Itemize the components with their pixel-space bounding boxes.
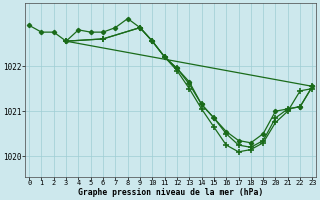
- X-axis label: Graphe pression niveau de la mer (hPa): Graphe pression niveau de la mer (hPa): [78, 188, 263, 197]
